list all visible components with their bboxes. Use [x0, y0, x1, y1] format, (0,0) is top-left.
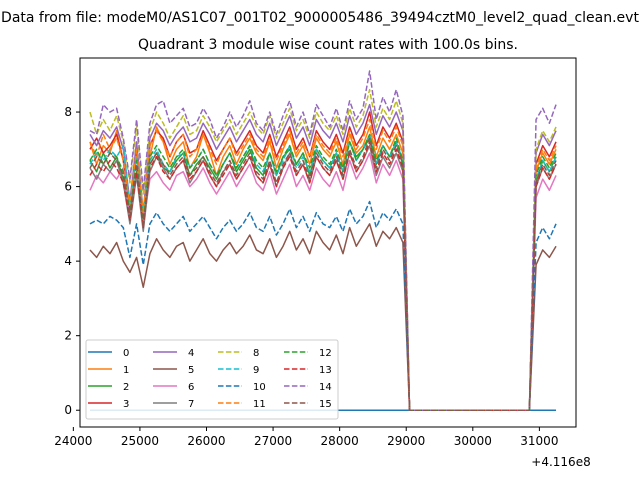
figure-suptitle: Data from file: modeM0/AS1C07_001T02_900…: [1, 10, 639, 26]
legend-box: [85, 339, 339, 420]
series-line-8: [89, 88, 557, 411]
legend-label-11: 11: [253, 399, 266, 410]
x-tick-label: 31000: [520, 434, 558, 448]
y-axis: 0 2 4 6 8: [64, 105, 80, 417]
x-tick-label: 26000: [187, 434, 225, 448]
legend-label-13: 13: [319, 365, 332, 376]
legend-label-12: 12: [319, 348, 332, 359]
legend-label-10: 10: [253, 382, 266, 393]
chart-title: Quadrant 3 module wise count rates with …: [138, 37, 518, 53]
legend-label-1: 1: [123, 365, 129, 376]
series-line-9: [89, 133, 557, 411]
x-offset-label: +4.116e8: [531, 455, 590, 469]
legend-label-9: 9: [253, 365, 259, 376]
legend-label-0: 0: [123, 348, 129, 359]
legend-label-8: 8: [253, 348, 259, 359]
legend-label-7: 7: [188, 399, 194, 410]
y-tick-label: 0: [64, 403, 72, 417]
series-layer: [89, 70, 557, 411]
legend-label-3: 3: [123, 399, 129, 410]
legend-label-15: 15: [319, 399, 332, 410]
x-tick-label: 25000: [121, 434, 159, 448]
y-tick-label: 4: [64, 254, 72, 268]
legend-label-6: 6: [188, 382, 194, 393]
x-axis: 24000 25000 26000 27000 28000 29000 30000 31000: [54, 427, 558, 448]
y-tick-label: 2: [64, 329, 72, 343]
x-tick-label: 24000: [54, 434, 92, 448]
x-tick-label: 30000: [454, 434, 492, 448]
axes-frame: [79, 57, 577, 428]
y-tick-label: 8: [64, 105, 72, 119]
legend-label-4: 4: [188, 348, 194, 359]
x-tick-label: 28000: [321, 434, 359, 448]
x-tick-label: 29000: [387, 434, 425, 448]
plot-area: [79, 57, 577, 428]
series-line-15: [89, 137, 557, 411]
x-tick-label: 27000: [254, 434, 292, 448]
legend-label-2: 2: [123, 382, 129, 393]
y-tick-label: 6: [64, 180, 72, 194]
legend-label-14: 14: [319, 382, 332, 393]
legend-label-5: 5: [188, 365, 194, 376]
